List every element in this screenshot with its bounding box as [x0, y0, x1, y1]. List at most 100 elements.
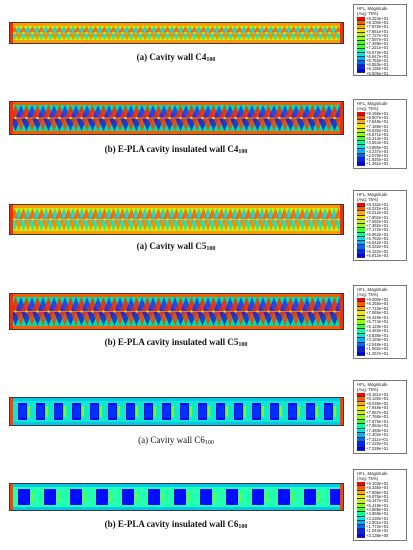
legend-swatch: [357, 499, 365, 504]
legend-swatch: [357, 29, 365, 33]
legend-swatch: [357, 37, 365, 41]
legend-value: +7.606e+01: [366, 489, 389, 495]
legend-scale: +8.224e+01 +8.100e+01 +7.976e+01 +7.851e+01…: [357, 16, 406, 76]
legend-value: +5.505e+01: [366, 70, 389, 76]
legend-swatch: [357, 516, 365, 521]
legend-value: +8.432e+01: [366, 202, 389, 207]
legend-value: +7.584e+01: [366, 423, 389, 429]
legend-value: +6.973e+01: [366, 49, 389, 55]
heat-flux-contour-wall: [9, 483, 344, 511]
legend-title: HFL, Magnitude: [357, 287, 388, 292]
legend-value: +4.483e+01: [366, 328, 389, 334]
legend-value: +3.230e+01: [366, 515, 389, 521]
legend-swatch: [357, 525, 365, 530]
legend-swatch: [357, 219, 365, 225]
legend-value: +8.224e+01: [366, 16, 389, 21]
legend-swatch: [357, 397, 365, 402]
figure-caption: (a) Cavity wall C5100: [0, 241, 352, 252]
heat-flux-contour-wall: [9, 397, 344, 426]
legend-swatch: [357, 529, 365, 534]
legend-swatch: [357, 520, 365, 526]
legend-swatch: [357, 401, 365, 407]
legend-swatch: [357, 406, 365, 411]
legend-swatch: [357, 437, 365, 443]
legend-swatch: [357, 207, 365, 212]
legend-swatch: [357, 329, 365, 334]
legend-scale: +9.103e+01 +8.335e+01 +7.606e+01 +6.876e+01…: [357, 481, 406, 539]
legend-value: +7.189e+01: [366, 123, 389, 129]
legend-value: +6.419e+01: [366, 314, 389, 320]
legend-swatch: [357, 211, 365, 216]
legend-value: +7.948e+01: [366, 405, 389, 411]
legend-value: +1.902e+01: [366, 346, 389, 352]
heat-flux-contour-wall: [9, 293, 344, 330]
legend-swatch: [357, 228, 365, 233]
contour-plot: [10, 102, 343, 134]
legend-value: +9.166e+01: [366, 111, 389, 116]
legend-swatch: [357, 315, 365, 321]
caption-text: (b) E-PLA cavity insulated wall C6: [104, 519, 239, 529]
legend-swatch: [357, 490, 365, 495]
legend-swatch: [357, 215, 365, 220]
legend-swatch: [357, 241, 365, 246]
legend-swatch: [357, 124, 365, 129]
legend-title: HFL, Magnitude: [357, 471, 388, 476]
legend-title: HFL, Magnitude: [357, 101, 388, 106]
legend-value: +1.772e+01: [366, 524, 389, 530]
contour-plot: [10, 205, 343, 234]
legend-value: +7.802e+01: [366, 214, 389, 220]
legend-value: +1.261e+01: [366, 161, 389, 167]
legend-swatch: [357, 236, 365, 242]
legend-swatch: [357, 41, 365, 45]
legend-value: +3.895e+01: [366, 144, 389, 150]
legend-value: +7.675e+01: [366, 418, 389, 424]
legend-scale: +9.000e+01 +8.355e+01 +7.710e+01 +7.065e+01…: [357, 297, 406, 357]
legend-value: +8.181e+01: [366, 392, 389, 397]
contour-legend: HFL, Magnitude (Avg: 75%) +9.166e+01 +8.5…: [353, 99, 407, 169]
contour-plot: [10, 484, 343, 510]
legend-value: +7.402e+01: [366, 432, 389, 438]
legend-swatch: [357, 512, 365, 517]
legend-scale: +8.432e+01 +8.222e+01 +8.012e+01 +7.802e+01…: [357, 202, 406, 259]
legend-swatch: [357, 446, 365, 452]
legend-value: +7.382e+01: [366, 223, 389, 229]
legend-value: +7.065e+01: [366, 310, 389, 316]
legend-average: (Avg: 75%): [357, 197, 379, 202]
legend-value: +8.355e+01: [366, 301, 389, 307]
legend-value: +6.752e+01: [366, 235, 389, 241]
legend-value: +7.766e+01: [366, 414, 389, 420]
legend-value: +7.311e+01: [366, 436, 389, 442]
legend-swatch: [357, 338, 365, 343]
legend-swatch: [357, 351, 365, 357]
legend-swatch: [357, 298, 365, 303]
legend-swatch: [357, 424, 365, 429]
legend-swatch: [357, 141, 365, 146]
heat-flux-contour-wall: [9, 22, 344, 44]
legend-value: +3.138e+00: [366, 532, 389, 538]
legend-value: +2.548e+01: [366, 341, 389, 347]
legend-value: +7.710e+01: [366, 305, 389, 311]
legend-title: HFL, Magnitude: [357, 192, 388, 197]
figure-caption: (b) E-PLA cavity insulated wall C4100: [0, 144, 352, 155]
legend-swatch: [357, 533, 365, 539]
heat-flux-contour-wall: [9, 204, 344, 235]
legend-swatch: [357, 49, 365, 53]
legend-swatch: [357, 419, 365, 425]
legend-value: +8.100e+01: [366, 20, 389, 26]
legend-average: (Avg: 75%): [357, 387, 379, 392]
legend-swatch: [357, 433, 365, 438]
caption-subscript: 100: [238, 524, 248, 530]
legend-value: +6.542e+01: [366, 240, 389, 246]
legend-value: +5.213e+01: [366, 136, 389, 142]
legend-value: +7.493e+01: [366, 427, 389, 433]
legend-swatch: [357, 157, 365, 162]
legend-swatch: [357, 245, 365, 250]
legend-value: +7.221e+01: [366, 45, 389, 51]
figure-caption: (b) E-PLA cavity insulated wall C5100: [0, 337, 352, 348]
legend-swatch: [357, 25, 365, 29]
legend-swatch: [357, 53, 365, 57]
legend-value: +9.103e+01: [366, 481, 389, 486]
legend-average: (Avg: 75%): [357, 476, 379, 481]
legend-swatch: [357, 45, 365, 49]
legend-value: +7.727e+01: [366, 32, 389, 38]
